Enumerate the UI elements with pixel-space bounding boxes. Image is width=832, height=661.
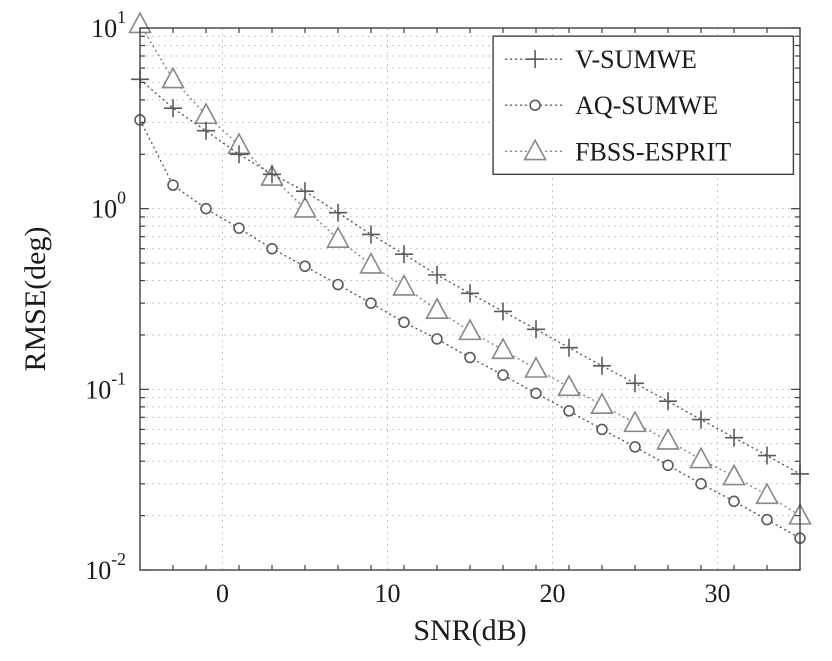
xtick-label: 30	[705, 579, 731, 608]
legend-label: V-SUMWE	[575, 45, 697, 74]
xtick-label: 10	[375, 579, 401, 608]
xtick-label: 20	[540, 579, 566, 608]
xtick-label: 0	[216, 579, 229, 608]
xlabel: SNR(dB)	[413, 614, 526, 647]
legend-label: AQ-SUMWE	[575, 91, 718, 120]
legend-label: FBSS-ESPRIT	[575, 137, 731, 166]
legend: V-SUMWE AQ-SUMWE FBSS-ESPRIT	[493, 36, 793, 174]
ylabel: RMSE(deg)	[19, 227, 52, 372]
